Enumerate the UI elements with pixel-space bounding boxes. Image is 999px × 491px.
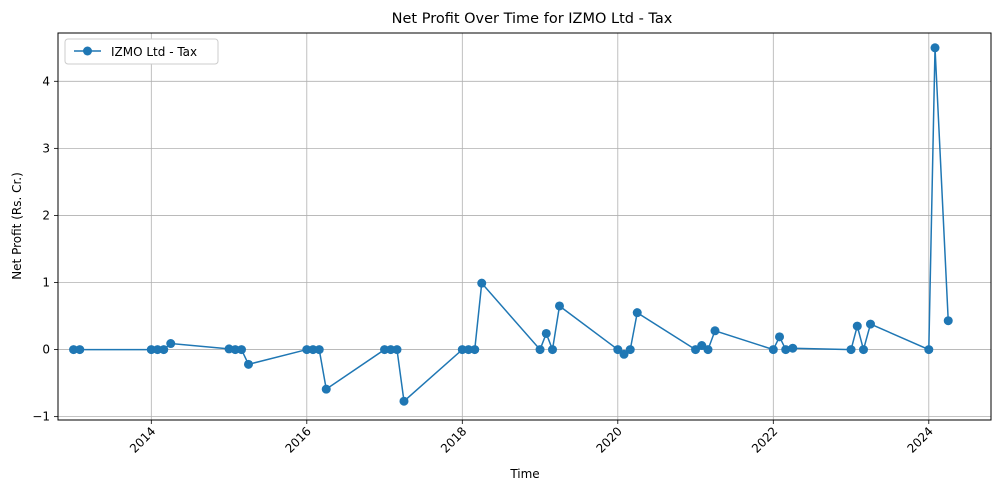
data-point [69, 345, 79, 355]
data-point [230, 345, 240, 355]
data-point [788, 343, 798, 353]
data-point [166, 339, 176, 349]
data-point [632, 308, 642, 318]
data-point [386, 345, 396, 355]
data-point [75, 345, 85, 355]
legend-box [64, 38, 219, 65]
data-point [541, 328, 551, 338]
x-tick-label: 2018 [438, 424, 469, 455]
x-axis-label: Time [509, 467, 539, 481]
x-tick-label: 2024 [904, 424, 935, 455]
data-point [477, 278, 487, 288]
y-tick-label: −1 [32, 410, 50, 424]
y-tick-label: 2 [42, 208, 50, 222]
data-point [924, 345, 934, 355]
series-line [73, 47, 949, 403]
data-point [846, 345, 856, 355]
data-point [236, 345, 246, 355]
data-point [146, 345, 156, 355]
y-tick-label: 4 [42, 74, 50, 88]
plot-frame [57, 32, 992, 421]
data-point [930, 43, 940, 53]
data-point [399, 396, 409, 406]
data-point [858, 345, 868, 355]
x-tick-label: 2014 [127, 424, 158, 455]
axis-ticks: 2014 2016 2018 2020 2022 2024 −1 0 1 2 3 4 [32, 74, 936, 455]
data-point [710, 326, 720, 336]
data-point [464, 345, 474, 355]
data-point [775, 332, 785, 342]
data-point [865, 319, 875, 329]
y-axis-label: Net Profit (Rs. Cr.) [10, 172, 24, 280]
y-tick-label: 3 [42, 141, 50, 155]
data-point [547, 345, 557, 355]
data-point [308, 345, 318, 355]
data-point [554, 301, 564, 311]
data-point [380, 345, 390, 355]
legend: IZMO Ltd - Tax [64, 38, 219, 65]
data-point [243, 359, 253, 369]
x-tick-label: 2016 [282, 424, 313, 455]
y-tick-label: 0 [42, 343, 50, 357]
x-tick-label: 2022 [749, 424, 780, 455]
data-point [703, 345, 713, 355]
legend-marker-icon [83, 46, 92, 56]
legend-label: IZMO Ltd - Tax [111, 45, 197, 59]
data-point [314, 345, 324, 355]
series-layer [69, 43, 953, 406]
data-point [302, 345, 312, 355]
x-tick-label: 2020 [593, 424, 624, 455]
grid [58, 33, 991, 420]
data-point [321, 384, 331, 394]
data-point [470, 345, 480, 355]
data-point [943, 316, 953, 326]
data-point [457, 345, 467, 355]
data-point [392, 345, 402, 355]
data-point [153, 345, 163, 355]
y-tick-label: 1 [42, 276, 50, 290]
data-point [535, 345, 545, 355]
chart-title: Net Profit Over Time for IZMO Ltd - Tax [392, 11, 673, 27]
data-point [768, 345, 778, 355]
data-point [625, 345, 635, 355]
data-point [852, 321, 862, 331]
data-point [619, 349, 629, 359]
data-point [613, 345, 623, 355]
data-point [159, 345, 169, 355]
data-point [781, 345, 791, 355]
